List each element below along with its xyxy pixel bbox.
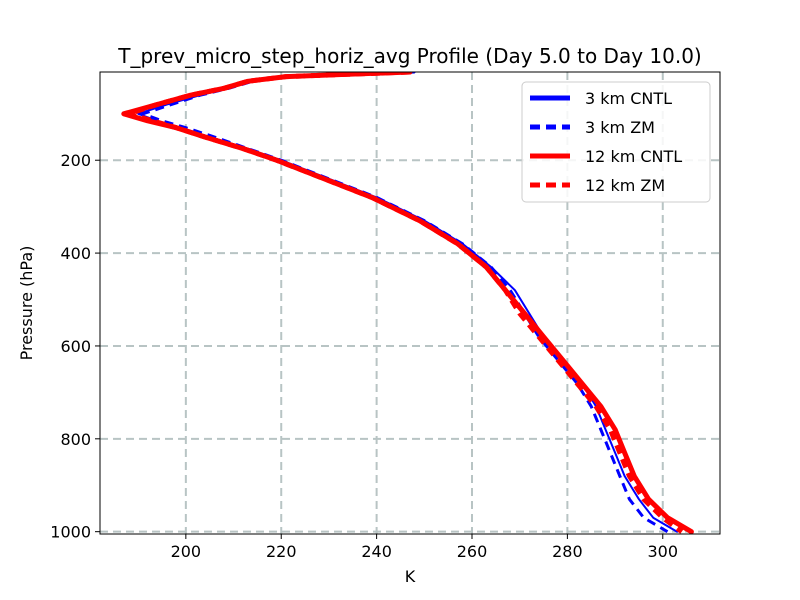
y-tick-label-400: 400 [60, 244, 91, 263]
x-tick-label-240: 240 [361, 542, 392, 561]
x-axis-label: K [405, 567, 416, 586]
legend-box [521, 81, 711, 203]
grid [100, 72, 720, 534]
x-axis-ticks: 200 220 240 260 280 300 [171, 534, 678, 561]
x-tick-label-220: 220 [266, 542, 297, 561]
series-line-12-km-zm [126, 72, 684, 534]
legend-label-3-km-cntl: 3 km CNTL [585, 89, 672, 108]
x-tick-label-300: 300 [647, 542, 678, 561]
legend-label-3-km-zm: 3 km ZM [585, 118, 655, 137]
y-axis-label: Pressure (hPa) [17, 246, 36, 361]
legend: 3 km CNTL 3 km ZM 12 km CNTL 12 km ZM [521, 81, 711, 203]
legend-label-12-km-cntl: 12 km CNTL [585, 147, 682, 166]
series-lines [121, 72, 694, 534]
x-tick-label-200: 200 [171, 542, 202, 561]
y-tick-label-1000: 1000 [50, 523, 91, 542]
y-tick-label-600: 600 [60, 337, 91, 356]
legend-label-12-km-zm: 12 km ZM [585, 176, 665, 195]
y-axis-ticks: 200 400 600 800 1000 [50, 151, 100, 542]
y-tick-label-200: 200 [60, 151, 91, 170]
x-tick-label-260: 260 [457, 542, 488, 561]
x-tick-label-280: 280 [552, 542, 583, 561]
chart-title: T_prev_micro_step_horiz_avg Profile (Day… [117, 44, 701, 68]
y-tick-label-800: 800 [60, 430, 91, 449]
plot-frame [99, 71, 721, 535]
